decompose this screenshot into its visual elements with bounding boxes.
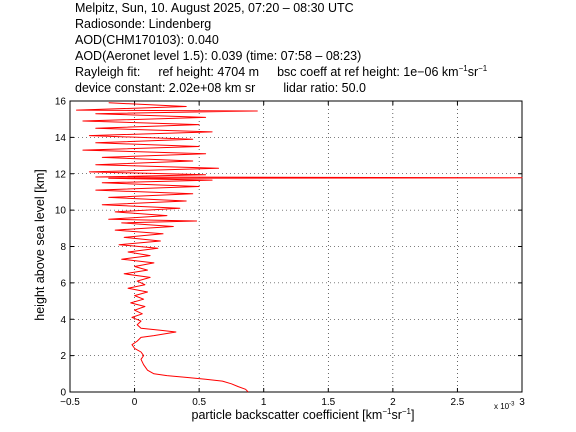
x-tick-label: 2.5 <box>450 397 464 408</box>
grid-lines <box>70 101 522 392</box>
header-line-device: device constant: 2.02e+08 km sr lidar rat… <box>75 80 570 96</box>
header-line-site-time: Melpitz, Sun, 10. August 2025, 07:20 – 0… <box>75 1 354 15</box>
y-tick-label: 14 <box>55 133 67 144</box>
y-tick-label: 0 <box>60 388 66 399</box>
y-tick-label: 12 <box>55 169 67 180</box>
axis-ticks <box>69 100 523 393</box>
x-tick-label: 1 <box>261 397 267 408</box>
x-axis-label: particle backscatter coefficient [km−1sr… <box>191 406 415 422</box>
device-constant-value: device constant: 2.02e+08 km sr <box>75 81 256 95</box>
ref-height-value: ref height: 4704 m <box>158 65 260 79</box>
x-tick-label: −0.5 <box>60 397 80 408</box>
x-tick-label: 0 <box>132 397 138 408</box>
y-tick-label: 4 <box>60 315 66 326</box>
y-tick-label: 10 <box>55 206 67 217</box>
x-tick-label: 0.5 <box>192 397 206 408</box>
header-line-radiosonde: Radiosonde: Lindenberg <box>75 17 212 31</box>
x-tick-label: 1.5 <box>321 397 335 408</box>
rayleigh-fit-label: Rayleigh fit: <box>75 65 141 79</box>
header-line-aod-chm: AOD(CHM170103): 0.040 <box>75 33 219 47</box>
chart-header: Melpitz, Sun, 10. August 2025, 07:20 – 0… <box>75 0 570 96</box>
y-tick-label: 8 <box>60 242 66 253</box>
x-tick-label: 3 <box>519 397 525 408</box>
y-tick-label: 6 <box>60 278 66 289</box>
backscatter-series-line <box>76 102 523 393</box>
lidar-ratio-value: lidar ratio: 50.0 <box>283 81 366 95</box>
y-tick-label: 16 <box>55 97 67 108</box>
header-line-aod-aeronet: AOD(Aeronet level 1.5): 0.039 (time: 07:… <box>75 49 362 63</box>
series-layer <box>76 102 523 393</box>
x-axis-multiplier: x 10-3 <box>494 401 515 411</box>
bsc-coeff-value: bsc coeff at ref height: 1e−06 km−1sr−1 <box>277 63 488 79</box>
header-line-rayleigh: Rayleigh fit: ref height: 4704 m bsc coeff… <box>75 64 570 80</box>
y-axis-label: height above sea level [km] <box>33 169 47 321</box>
x-tick-label: 2 <box>390 397 396 408</box>
y-tick-label: 2 <box>60 351 66 362</box>
